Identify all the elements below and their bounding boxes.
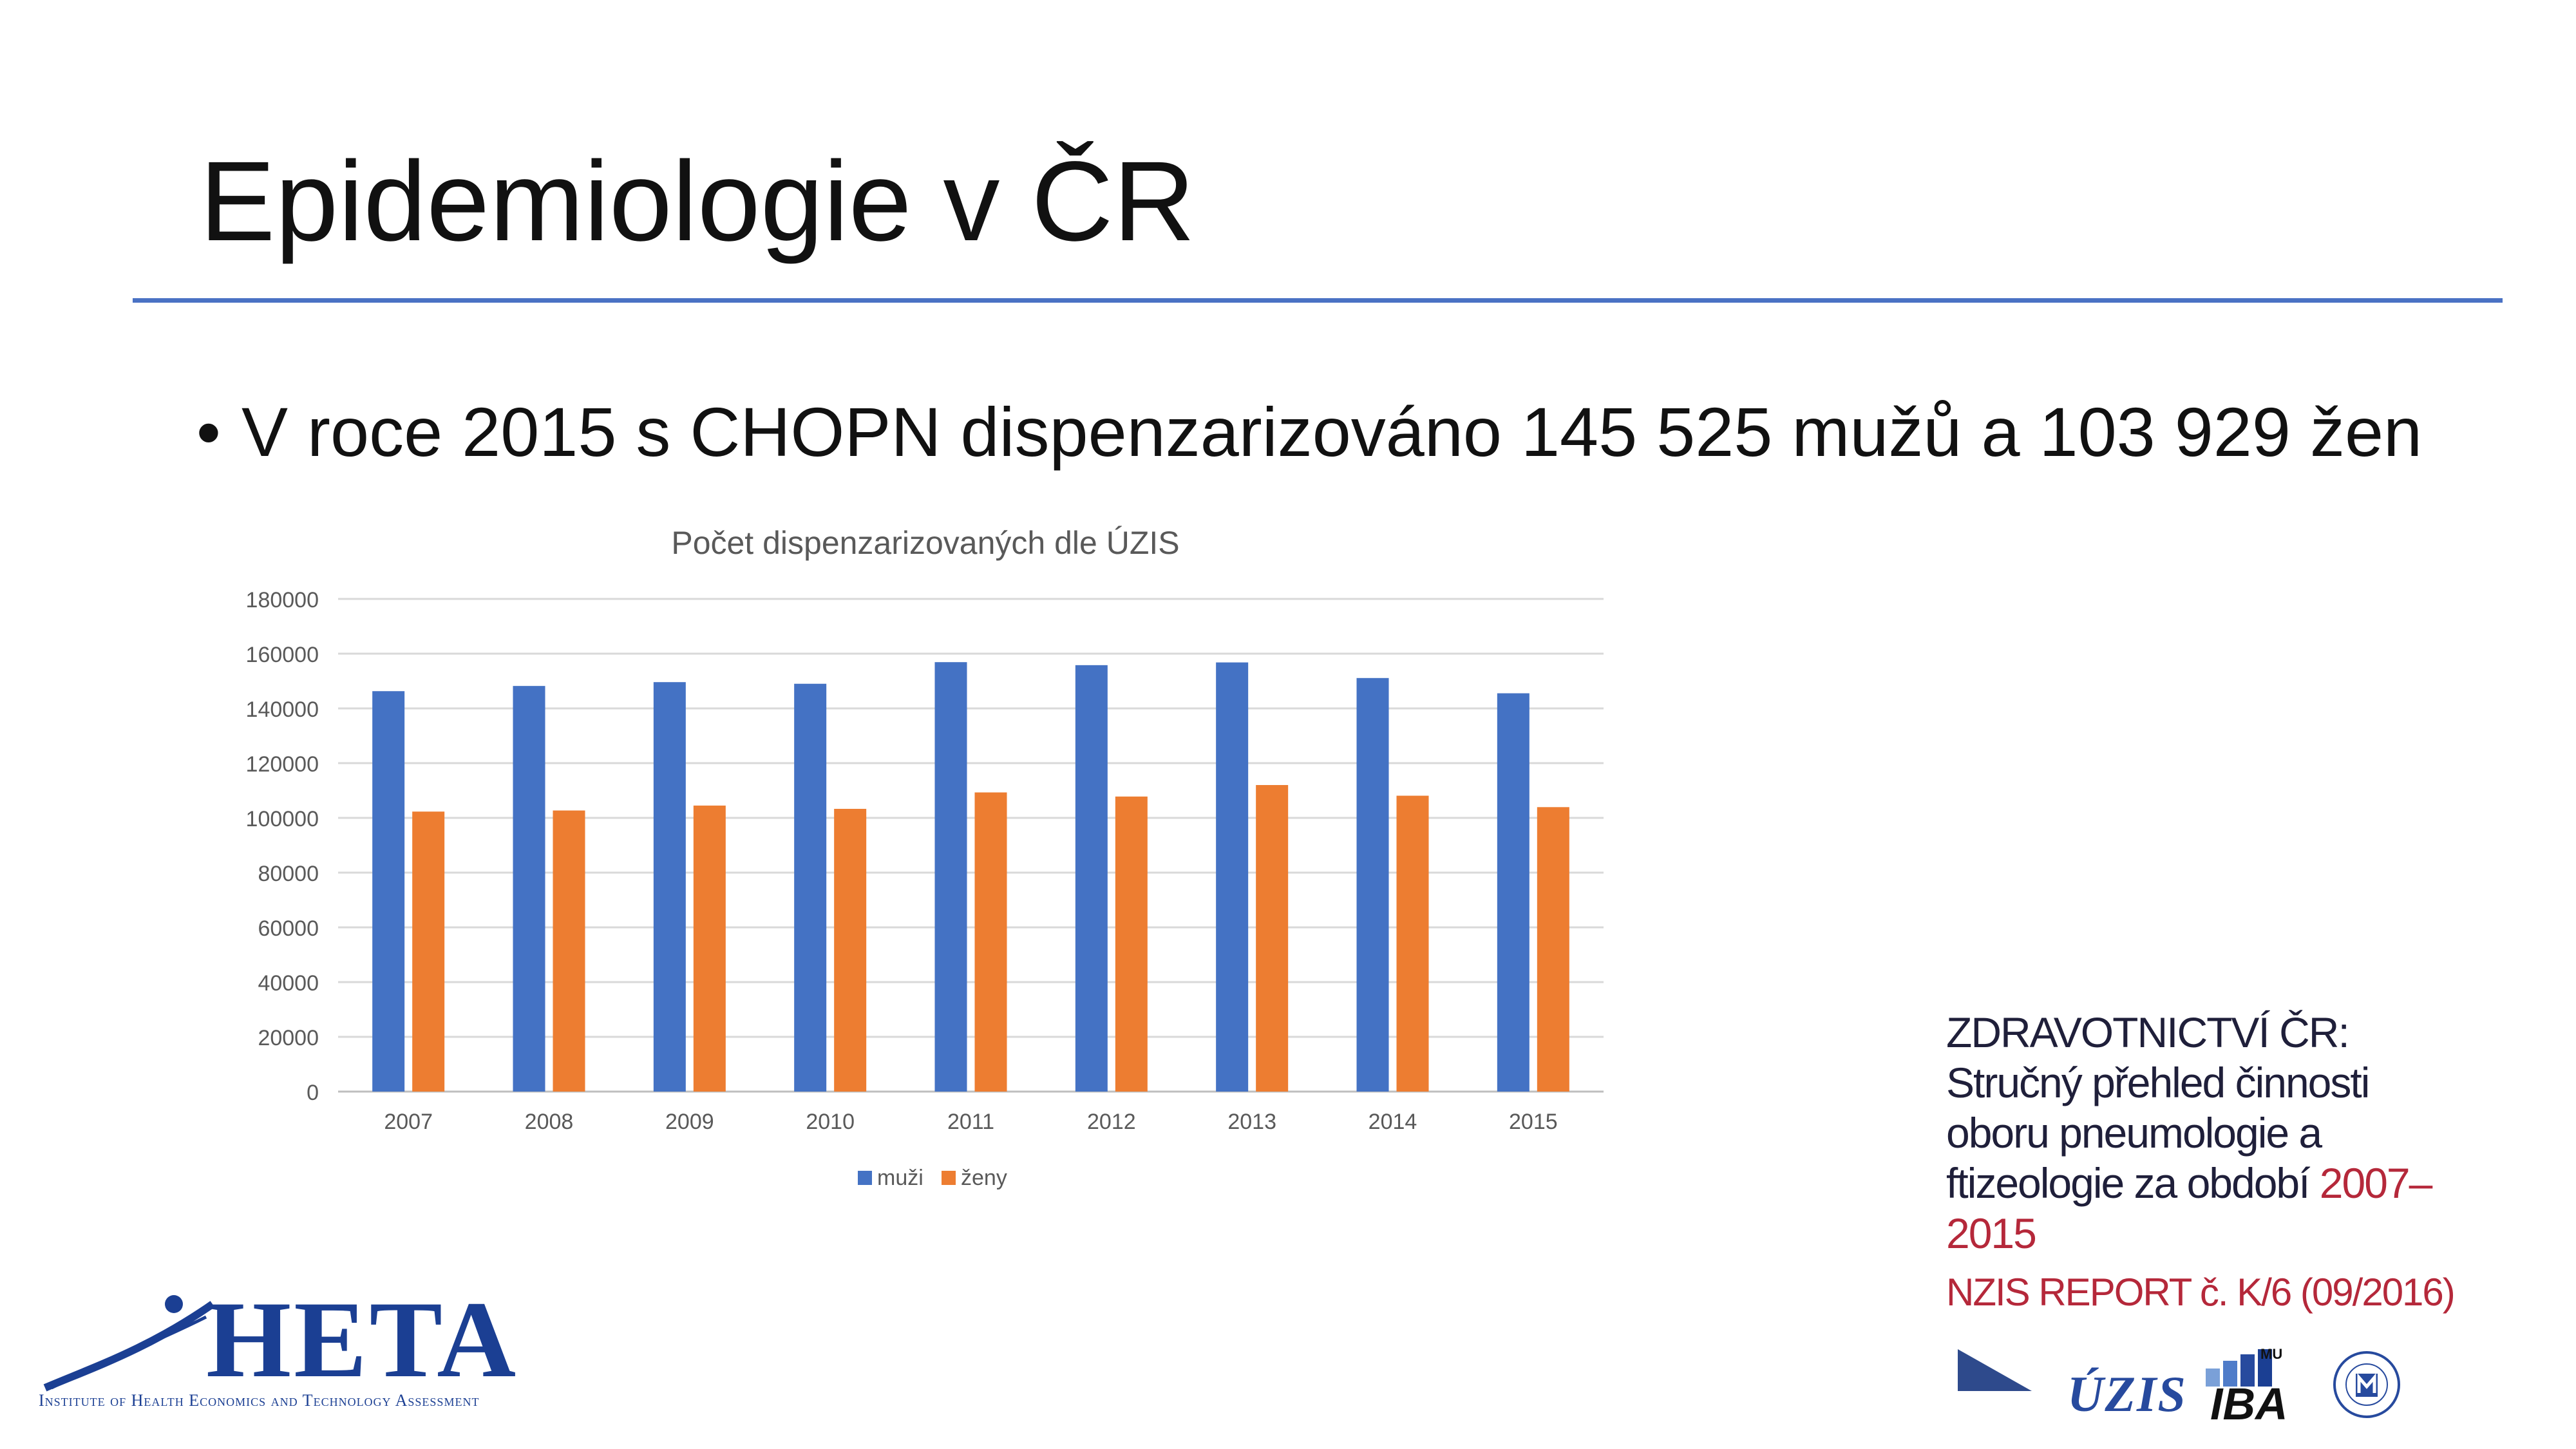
bar-zeny-2010 bbox=[834, 808, 867, 1092]
legend-label: ženy bbox=[961, 1166, 1007, 1190]
bullet-item: • V roce 2015 s CHOPN dispenzarizováno 14… bbox=[196, 393, 2423, 471]
corner-triangle-icon bbox=[1958, 1349, 2032, 1391]
bar-zeny-2009 bbox=[693, 805, 726, 1092]
reference-line-2: Stručný přehled činnosti bbox=[1946, 1058, 2370, 1106]
x-tick-label: 2015 bbox=[1509, 1110, 1558, 1134]
reference-line-4: ftizeologie za období 2007– bbox=[1946, 1159, 2526, 1209]
bar-muzi-2014 bbox=[1356, 677, 1389, 1092]
bar-muzi-2007 bbox=[372, 691, 405, 1092]
chart-title: Počet dispenzarizovaných dle ÚZIS bbox=[671, 525, 1179, 561]
source-reference: ZDRAVOTNICTVÍ ČR: Stručný přehled činnos… bbox=[1946, 1008, 2526, 1316]
x-tick-label: 2012 bbox=[1087, 1110, 1136, 1134]
bar-zeny-2007 bbox=[412, 811, 445, 1092]
bar-zeny-2011 bbox=[974, 792, 1007, 1092]
x-tick-label: 2007 bbox=[384, 1110, 433, 1134]
y-tick-label: 40000 bbox=[258, 971, 319, 996]
title-underline bbox=[133, 298, 2503, 303]
bar-zeny-2008 bbox=[553, 810, 585, 1092]
y-tick-label: 180000 bbox=[246, 588, 319, 612]
bullet-marker: • bbox=[196, 393, 221, 471]
x-tick-label: 2013 bbox=[1227, 1110, 1276, 1134]
heta-logo: HETA bbox=[206, 1279, 519, 1400]
legend-label: muži bbox=[877, 1166, 923, 1190]
y-tick-label: 120000 bbox=[246, 752, 319, 777]
x-axis-ticks: 2007 2008 2009 2010 2011 2012 2013 2014 2015 bbox=[384, 1110, 1557, 1134]
x-tick-label: 2009 bbox=[665, 1110, 714, 1134]
y-axis-ticks: 0 20000 40000 60000 80000 100000 120000 140000 1… bbox=[246, 588, 319, 1105]
reference-period-start: 2007– bbox=[2319, 1159, 2433, 1207]
bar-zeny-2012 bbox=[1115, 796, 1148, 1092]
bar-muzi-2008 bbox=[513, 686, 545, 1092]
iba-bars-icon bbox=[2206, 1349, 2272, 1387]
reference-line-3: oboru pneumologie a bbox=[1946, 1108, 2322, 1157]
bar-muzi-2010 bbox=[794, 683, 827, 1092]
reference-line-1: ZDRAVOTNICTVÍ ČR: bbox=[1946, 1009, 2350, 1056]
slide-title: Epidemiologie v ČR bbox=[200, 138, 1195, 265]
y-tick-label: 60000 bbox=[258, 916, 319, 941]
x-tick-label: 2014 bbox=[1368, 1110, 1417, 1134]
bar-muzi-2012 bbox=[1075, 665, 1108, 1092]
heta-subtitle: Institute of Health Economics and Techno… bbox=[39, 1391, 480, 1410]
chart-gridlines bbox=[338, 598, 1604, 1093]
y-tick-label: 80000 bbox=[258, 862, 319, 886]
bar-zeny-2014 bbox=[1396, 795, 1429, 1092]
chart-bars bbox=[372, 662, 1569, 1092]
reference-line-4-text: ftizeologie za období bbox=[1946, 1159, 2320, 1207]
bar-muzi-2009 bbox=[653, 682, 686, 1092]
y-tick-label: 20000 bbox=[258, 1026, 319, 1050]
reference-period-end: 2015 bbox=[1946, 1209, 2037, 1257]
uzis-logo: ÚZIS bbox=[2067, 1366, 2187, 1422]
bar-zeny-2015 bbox=[1537, 807, 1569, 1092]
bar-muzi-2011 bbox=[934, 662, 967, 1092]
y-tick-label: 160000 bbox=[246, 643, 319, 667]
iba-logo: IBA bbox=[2210, 1379, 2288, 1429]
bar-zeny-2013 bbox=[1256, 785, 1289, 1092]
mu-label: MU bbox=[2260, 1346, 2283, 1362]
reference-report-id: NZIS REPORT č. K/6 (09/2016) bbox=[1946, 1271, 2456, 1314]
y-tick-label: 0 bbox=[307, 1081, 319, 1105]
x-tick-label: 2008 bbox=[525, 1110, 574, 1134]
legend-swatch bbox=[942, 1171, 956, 1185]
x-tick-label: 2010 bbox=[806, 1110, 855, 1134]
bullet-text: V roce 2015 s CHOPN dispenzarizováno 145… bbox=[242, 393, 2423, 471]
bar-muzi-2013 bbox=[1216, 662, 1249, 1092]
y-tick-label: 140000 bbox=[246, 697, 319, 722]
y-tick-label: 100000 bbox=[246, 807, 319, 831]
chart-legend: muži ženy bbox=[858, 1166, 1007, 1190]
heta-swoosh-icon bbox=[43, 1295, 215, 1392]
x-tick-label: 2011 bbox=[947, 1110, 994, 1134]
legend-swatch bbox=[858, 1171, 872, 1185]
masaryk-university-seal-icon bbox=[2333, 1351, 2400, 1418]
bar-muzi-2015 bbox=[1497, 693, 1530, 1092]
